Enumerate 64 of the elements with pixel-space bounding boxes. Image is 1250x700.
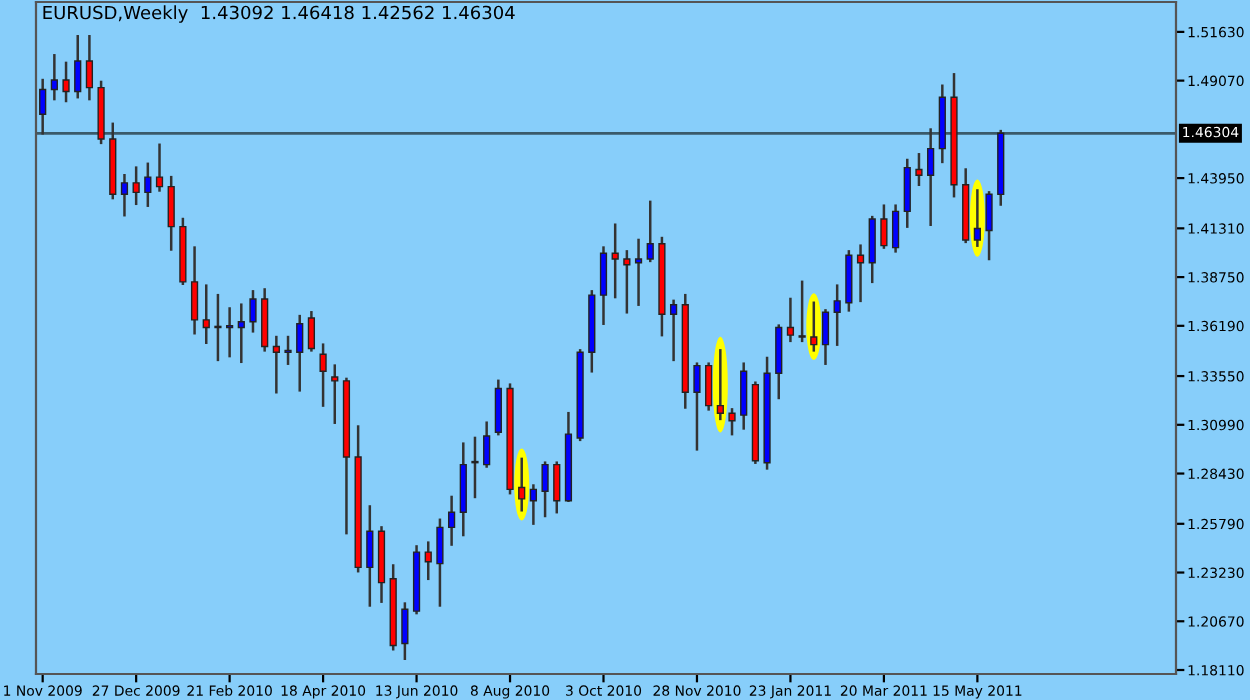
candlestick	[798, 280, 806, 343]
candlestick	[284, 335, 292, 365]
chart-title: EURUSD,Weekly 1.43092 1.46418 1.42562 1.46304	[43, 5, 515, 23]
candlestick	[775, 324, 783, 400]
candlestick	[50, 54, 58, 101]
candlestick	[915, 153, 923, 186]
candlestick	[728, 408, 736, 436]
candlestick	[868, 215, 876, 284]
candlestick	[62, 61, 70, 103]
candlestick	[85, 35, 94, 101]
candlestick	[856, 244, 865, 303]
candlestick	[202, 284, 210, 345]
candlestick	[845, 250, 853, 312]
candlestick	[155, 143, 164, 192]
candlestick	[307, 311, 316, 352]
candlestick	[424, 541, 432, 581]
candlestick	[541, 461, 549, 518]
candlestick	[518, 457, 526, 512]
candlestick	[891, 204, 900, 253]
candlestick	[927, 128, 935, 226]
candlestick	[237, 303, 245, 364]
candlestick	[985, 191, 993, 261]
candlestick	[740, 362, 748, 430]
candlestick	[249, 290, 257, 333]
candlestick	[821, 309, 830, 365]
candlestick	[786, 297, 795, 343]
candlestick	[973, 189, 981, 247]
candlestick	[494, 379, 502, 436]
candlestick	[167, 175, 175, 251]
candlestick	[693, 362, 701, 451]
candlestick	[447, 495, 456, 546]
candlestick	[331, 364, 339, 424]
candlestick	[272, 335, 280, 394]
candlestick	[471, 436, 479, 499]
candlestick	[120, 173, 129, 217]
candlestick	[903, 158, 911, 228]
candlestick	[810, 301, 818, 352]
candlestick	[623, 250, 631, 314]
candlestick	[669, 299, 678, 362]
candlestick	[74, 35, 82, 99]
candlestick	[646, 200, 654, 263]
candlestick	[611, 223, 619, 299]
candlestick	[529, 484, 538, 525]
candlestick	[226, 307, 234, 358]
candlestick	[436, 518, 444, 607]
candlestick	[214, 293, 222, 362]
candlestick	[599, 246, 608, 325]
candlestick	[401, 602, 409, 661]
candlestick	[190, 246, 199, 335]
candlestick	[261, 288, 269, 352]
candlestick	[366, 505, 374, 607]
candlestick	[833, 284, 841, 346]
candlestick	[319, 343, 327, 407]
candlestick	[132, 166, 140, 206]
candlestick	[144, 162, 152, 207]
candlestick	[880, 204, 888, 249]
candlestick	[483, 421, 491, 468]
candlestick	[634, 238, 643, 306]
candlestick	[553, 461, 561, 514]
candlestick	[39, 78, 47, 135]
candlestick	[705, 362, 713, 411]
candlestick	[296, 314, 304, 392]
candlestick	[716, 349, 724, 421]
candlestick	[459, 442, 467, 537]
